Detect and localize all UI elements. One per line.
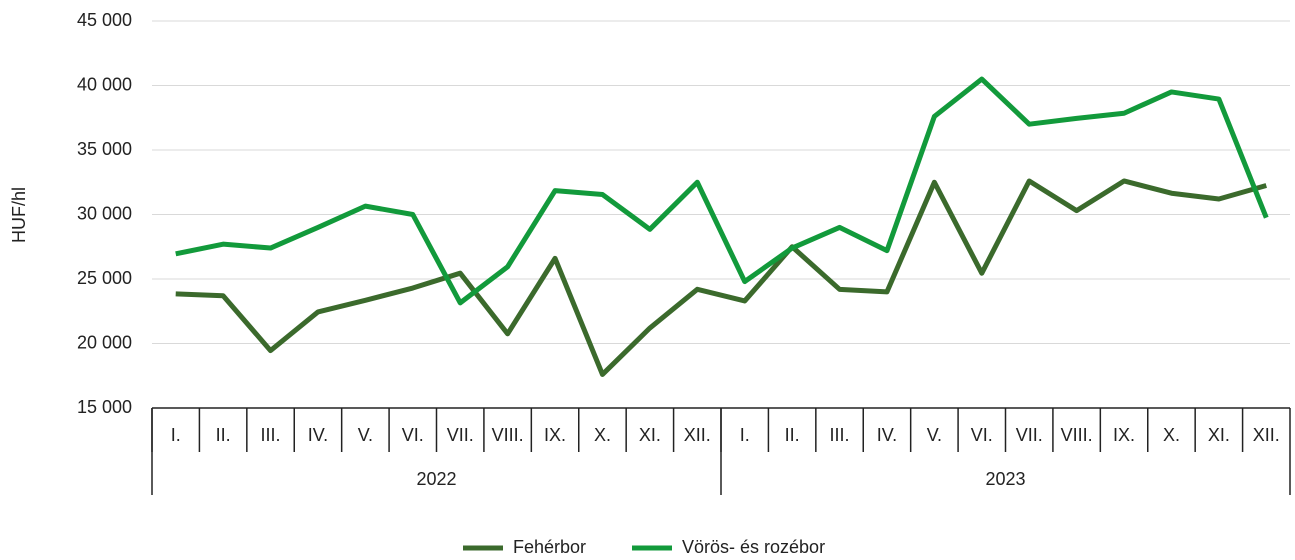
x-tick-label: XI. <box>639 425 661 445</box>
x-tick-label: IV. <box>877 425 897 445</box>
legend-label: Vörös- és rozébor <box>682 537 825 557</box>
x-tick-label: VI. <box>402 425 424 445</box>
x-tick-label: XI. <box>1208 425 1230 445</box>
line-series <box>175 76 1269 306</box>
y-tick-label: 20 000 <box>77 332 132 352</box>
x-tick-label: VIII. <box>492 425 524 445</box>
x-tick-label: IX. <box>1113 425 1135 445</box>
x-tick-label: III. <box>830 425 850 445</box>
x-tick-label: III. <box>261 425 281 445</box>
x-tick-label: II. <box>216 425 231 445</box>
x-tick-label: VII. <box>1016 425 1043 445</box>
group-label: 2023 <box>985 469 1025 489</box>
x-tick-label: X. <box>1163 425 1180 445</box>
x-tick-label: XII. <box>684 425 711 445</box>
y-tick-label: 35 000 <box>77 139 132 159</box>
x-tick-label: X. <box>594 425 611 445</box>
y-tick-label: 15 000 <box>77 397 132 417</box>
y-tick-label: 30 000 <box>77 203 132 223</box>
group-label: 2022 <box>416 469 456 489</box>
x-tick-label: IX. <box>544 425 566 445</box>
y-tick-label: 45 000 <box>77 10 132 30</box>
x-tick-label: V. <box>927 425 942 445</box>
y-tick-label: 25 000 <box>77 268 132 288</box>
x-tick-label: VI. <box>971 425 993 445</box>
x-tick-label: VII. <box>447 425 474 445</box>
x-tick-label: II. <box>785 425 800 445</box>
y-tick-label: 40 000 <box>77 74 132 94</box>
x-tick-label: IV. <box>308 425 328 445</box>
line-series <box>175 178 1267 377</box>
y-axis-label: HUF/hl <box>9 187 29 243</box>
x-tick-label: V. <box>358 425 373 445</box>
x-tick-label: VIII. <box>1061 425 1093 445</box>
x-tick-label: XII. <box>1253 425 1280 445</box>
legend-label: Fehérbor <box>513 537 586 557</box>
x-tick-label: I. <box>740 425 750 445</box>
x-tick-label: I. <box>171 425 181 445</box>
